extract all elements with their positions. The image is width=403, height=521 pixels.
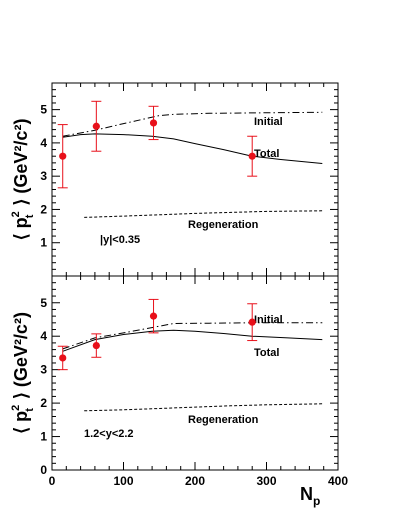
x-axis-label-sub: p <box>313 494 320 508</box>
data-point <box>149 119 158 127</box>
y-tick-label: 5 <box>40 296 47 310</box>
y-tick-label: 2 <box>40 396 47 410</box>
y-label-rest: ⟩ (GeV²/c²) <box>11 119 31 211</box>
x-tick-label: 300 <box>256 474 276 488</box>
y-tick-label: 1 <box>40 236 47 250</box>
y-label-rest: ⟩ (GeV²/c²) <box>11 312 31 404</box>
y-label-sup: 2 <box>10 405 22 411</box>
series-total-line <box>62 329 323 352</box>
series-label-regeneration: Regeneration <box>188 414 259 426</box>
y-label-open: ⟨ <box>11 228 31 240</box>
plot-frame <box>51 275 339 471</box>
y-axis-label-bottom: ⟨ p2 t ⟩ (GeV²/c²) <box>10 312 36 434</box>
plot-frame <box>51 82 339 277</box>
y-axis-label-top: ⟨ p2 t ⟩ (GeV²/c²) <box>10 119 36 241</box>
x-tick-label: 400 <box>328 474 348 488</box>
series-initial-line <box>62 111 323 137</box>
x-tick-label: 100 <box>113 474 133 488</box>
data-point <box>59 354 67 362</box>
y-tick-label: 4 <box>40 136 47 150</box>
y-label-sub: t <box>24 408 36 412</box>
series-label-initial: Initial <box>254 314 283 326</box>
series-label-total: Total <box>254 148 279 160</box>
y-tick-label: 1 <box>40 430 47 444</box>
rapidity-annotation: |y|<0.35 <box>100 234 140 246</box>
y-tick-label: 2 <box>40 202 47 216</box>
y-label-p: p <box>11 217 31 228</box>
series-total-line <box>62 133 323 164</box>
series-label-total: Total <box>254 347 279 359</box>
x-tick-label: 0 <box>49 474 56 488</box>
y-label-p: p <box>11 411 31 422</box>
y-label-sup: 2 <box>10 211 22 217</box>
data-point <box>92 122 100 130</box>
series-regeneration-line <box>84 403 323 412</box>
data-point <box>248 152 256 160</box>
data-point <box>92 341 100 350</box>
y-label-open: ⟨ <box>11 422 31 434</box>
y-tick-label: 0 <box>40 463 47 477</box>
x-axis-label-main: N <box>300 484 313 504</box>
data-point <box>149 312 158 320</box>
panel-top: 1 2 3 4 5 ⟨ p2 t ⟩ (GeV²/c²) Initial Total Regene… <box>10 82 339 277</box>
series-initial-line <box>62 322 323 350</box>
y-label-sub: t <box>24 214 36 218</box>
y-tick-label: 5 <box>40 103 47 117</box>
series-label-regeneration: Regeneration <box>188 219 259 231</box>
y-tick-label: 3 <box>40 363 47 377</box>
series-regeneration-line <box>84 210 323 218</box>
series-label-initial: Initial <box>254 116 283 128</box>
y-tick-label: 4 <box>40 329 47 343</box>
x-tick-label: 200 <box>185 474 205 488</box>
y-tick-label: 3 <box>40 169 47 183</box>
x-axis-label: Np <box>300 484 320 508</box>
data-point <box>248 318 256 326</box>
data-point <box>59 152 67 160</box>
rapidity-annotation: 1.2<y<2.2 <box>84 428 134 440</box>
